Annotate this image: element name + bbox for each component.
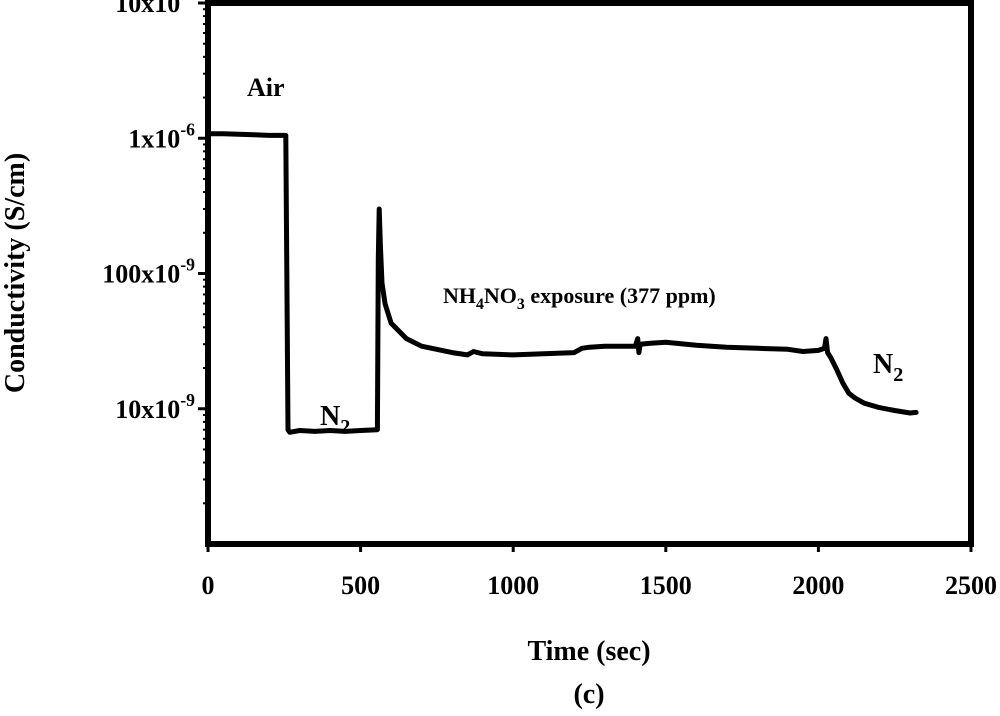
x-tick-label: 1000 [487, 571, 539, 600]
n2-annotation-second: N2 [873, 349, 903, 386]
x-axis-title: Time (sec) [527, 636, 650, 667]
exposure-annotation: NH4NO3 exposure (377 ppm) [443, 283, 716, 313]
series-0-line [207, 131, 919, 435]
air-annotation: Air [247, 73, 285, 102]
y-axis-ticks: 10x10-9 100x10-9 1x10-6 10x10-6 [102, 0, 208, 424]
y-axis-title: Conductivity (S/cm) [0, 153, 31, 393]
x-tick-label: 2000 [792, 571, 844, 600]
y-tick-label: 1x10-6 [128, 119, 195, 153]
x-tick-label: 0 [202, 571, 215, 600]
figure-caption: (c) [573, 679, 604, 710]
x-tick-label: 1500 [640, 571, 692, 600]
x-axis-ticks: 0 500 1000 1500 2000 2500 [202, 544, 997, 600]
x-tick-label: 500 [341, 571, 380, 600]
y-tick-label: 100x10-9 [102, 255, 195, 289]
y-tick-label: 10x10-6 [115, 0, 195, 18]
y-tick-label: 10x10-9 [115, 390, 195, 424]
x-tick-label: 2500 [945, 571, 997, 600]
n2-annotation-first: N2 [320, 401, 350, 438]
plot-frame [205, 0, 974, 547]
y-axis-minor-ticks [203, 8, 208, 505]
